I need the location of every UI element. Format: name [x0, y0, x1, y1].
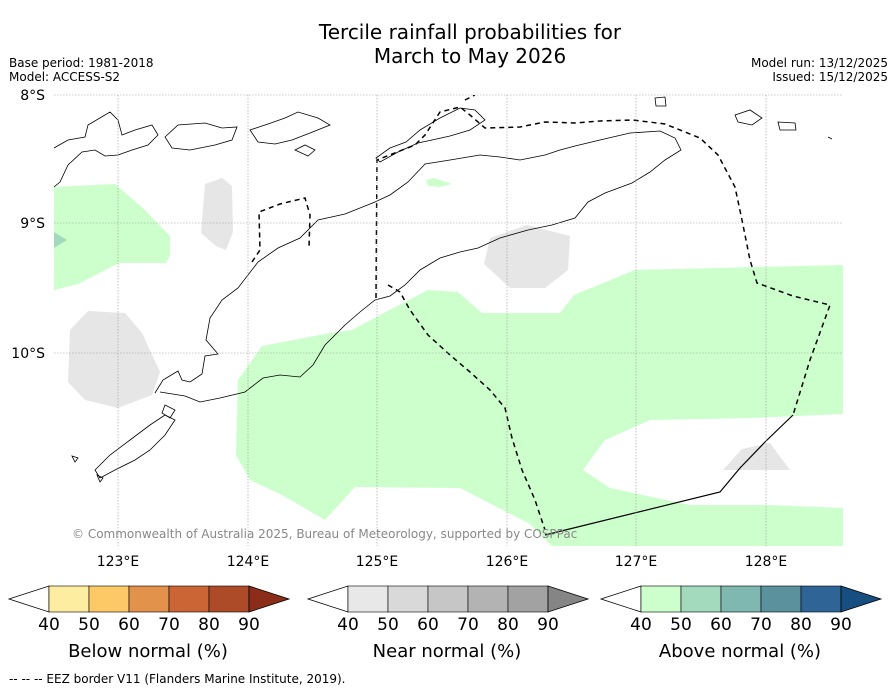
lon-label-123e: 123°E — [97, 554, 140, 570]
map-frame — [54, 95, 843, 546]
alor-coastline — [54, 111, 159, 188]
kisar-coastline — [654, 96, 667, 107]
colorbar-below-normal-tick: 60 — [118, 615, 140, 635]
above-normal-regions — [54, 178, 843, 546]
colorbar-below-normal-arrow-high — [248, 585, 291, 613]
copyright-text: © Commonwealth of Australia 2025, Bureau… — [72, 527, 577, 541]
lat-label-10s: 10°S — [11, 346, 45, 362]
colorbar-below-normal-segment — [48, 585, 90, 613]
colorbar-above-normal-tick: 40 — [630, 615, 652, 635]
eez-border-wetar-north — [464, 95, 476, 101]
colorbar-above-normal: 40 50 60 70 80 90 — [599, 585, 883, 635]
ndao-coastline — [71, 455, 79, 463]
lat-label-9s: 9°S — [20, 216, 45, 232]
colorbar-near-normal-tick: 80 — [497, 615, 519, 635]
colorbar-below-normal-title: Below normal (%) — [68, 641, 228, 662]
near-normal-region-b — [68, 311, 160, 408]
colorbar-above-normal-segment — [720, 585, 762, 613]
colorbar-above-normal-segment — [760, 585, 802, 613]
colorbar-below-normal-tick: 80 — [198, 615, 220, 635]
colorbar-above-normal-arrow-low — [599, 585, 642, 613]
colorbar-near-normal-tick: 60 — [417, 615, 439, 635]
above-normal-region-west — [54, 184, 170, 290]
colorbar-above-normal-tick: 50 — [670, 615, 692, 635]
colorbar-below-normal-segment — [128, 585, 170, 613]
sermata-coastline — [827, 136, 833, 140]
colorbar-near-normal-tick: 40 — [337, 615, 359, 635]
colorbar-near-normal-segment — [347, 585, 389, 613]
colorbar-near-normal-segment — [387, 585, 429, 613]
colorbar-below-normal-tick: 40 — [38, 615, 60, 635]
above-normal-50-patch — [54, 232, 67, 248]
eez-footnote: -- -- -- EEZ border V11 (Flanders Marine… — [9, 672, 346, 686]
pantar-coastline — [249, 111, 331, 145]
colorbar-above-normal-tick: 60 — [710, 615, 732, 635]
near-normal-region-d — [723, 443, 790, 470]
colorbar-below-normal-tick: 90 — [238, 615, 260, 635]
colorbar-near-normal-segment — [507, 585, 549, 613]
lon-label-128e: 128°E — [745, 554, 788, 570]
colorbar-below-normal-segment — [208, 585, 250, 613]
model-run-text: Model run: 13/12/2025 — [750, 56, 888, 70]
lon-label-124e: 124°E — [227, 554, 270, 570]
semau-coastline — [161, 404, 176, 419]
colorbar-near-normal-tick: 90 — [537, 615, 559, 635]
babar-coastline — [734, 109, 763, 126]
near-normal-region-a — [201, 178, 233, 250]
colorbar-below-normal-tick: 50 — [78, 615, 100, 635]
colorbar-above-normal-segment — [800, 585, 842, 613]
timor-coastline — [154, 130, 682, 403]
lon-label-125e: 125°E — [356, 554, 399, 570]
colorbar-above-normal-tick: 70 — [750, 615, 772, 635]
colorbar-above-normal-tick: 90 — [830, 615, 852, 635]
map-title: Tercile rainfall probabilities for March… — [0, 20, 896, 68]
colorbar-near-normal: 40 50 60 70 80 90 — [306, 585, 590, 635]
model-text: Model: ACCESS-S2 — [9, 70, 121, 84]
above-normal-region-small — [426, 178, 452, 187]
base-period-text: Base period: 1981-2018 — [9, 56, 154, 70]
eez-borders — [251, 95, 831, 531]
colorbar-near-normal-title: Near normal (%) — [373, 641, 522, 662]
roti-coastline — [94, 414, 176, 479]
eez-border-timor-leste — [375, 106, 831, 416]
lon-label-127e: 127°E — [615, 554, 658, 570]
colorbar-near-normal-arrow-high — [547, 585, 590, 613]
colorbar-below-normal-arrow-low — [7, 585, 50, 613]
map-title-line2: March to May 2026 — [373, 44, 567, 68]
eez-border-oecusse — [251, 197, 311, 263]
colorbar-above-normal-arrow-high — [840, 585, 883, 613]
issued-text: Issued: 15/12/2025 — [772, 70, 888, 84]
lat-label-8s: 8°S — [20, 88, 45, 104]
leti-coastline — [777, 121, 797, 131]
colorbar-near-normal-tick: 50 — [377, 615, 399, 635]
colorbar-above-normal-tick: 80 — [790, 615, 812, 635]
meta-left: Base period: 1981-2018 Model: ACCESS-S2 — [9, 56, 154, 84]
colorbar-near-normal-segment — [427, 585, 469, 613]
colorbar-below-normal-segment — [88, 585, 130, 613]
above-normal-region-main — [236, 265, 843, 546]
colorbar-below-normal: 40 50 60 70 80 90 — [7, 585, 291, 635]
map-title-line1: Tercile rainfall probabilities for — [318, 20, 622, 44]
colorbar-near-normal-arrow-low — [306, 585, 349, 613]
colorbar-near-normal-tick: 70 — [457, 615, 479, 635]
colorbar-above-normal-title: Above normal (%) — [659, 641, 821, 662]
near-normal-region-c — [484, 225, 570, 288]
meta-right: Model run: 13/12/2025 Issued: 15/12/2025 — [751, 56, 888, 84]
lon-label-126e: 126°E — [486, 554, 529, 570]
colorbar-near-normal-segment — [467, 585, 509, 613]
graticule — [54, 94, 843, 546]
eez-border-solid — [544, 414, 794, 536]
coastlines — [54, 96, 833, 483]
colorbar-below-normal-segment — [168, 585, 210, 613]
lembata-coastline — [164, 122, 238, 151]
wetar-coastline — [375, 107, 486, 163]
eez-border-south — [387, 284, 546, 531]
colorbar-below-normal-tick: 70 — [158, 615, 180, 635]
ndana-coastline — [96, 474, 104, 483]
atauro-coastline — [294, 144, 316, 157]
colorbar-above-normal-segment — [680, 585, 722, 613]
colorbar-above-normal-segment — [640, 585, 682, 613]
near-normal-regions — [68, 178, 790, 470]
